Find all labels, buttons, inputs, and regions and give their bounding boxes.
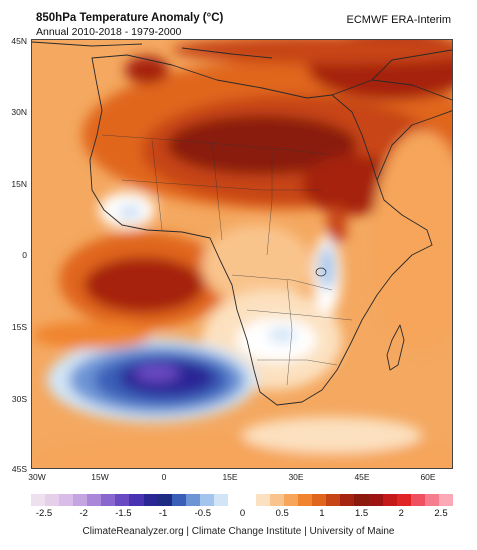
lat-label-45n: 45N xyxy=(11,36,27,46)
colorbar xyxy=(31,494,453,506)
colorbar-swatch xyxy=(185,494,200,506)
colorbar-swatch xyxy=(129,494,144,506)
colorbar-swatch xyxy=(270,494,285,506)
colorbar-tick-label: 2 xyxy=(398,508,404,519)
colorbar-tick-label: 0 xyxy=(239,508,246,519)
colorbar-tick-label: -0.5 xyxy=(194,508,211,519)
colorbar-swatch xyxy=(227,494,242,506)
colorbar-swatch xyxy=(101,494,116,506)
colorbar-swatch xyxy=(368,494,383,506)
lon-label-15w: 15W xyxy=(91,472,109,482)
colorbar-swatch xyxy=(312,494,327,506)
colorbar-swatch xyxy=(298,494,313,506)
data-source-label: ECMWF ERA-Interim xyxy=(346,14,452,26)
lon-label-30e: 30E xyxy=(288,472,304,482)
map-title: 850hPa Temperature Anomaly (°C) xyxy=(36,12,224,24)
anomaly-field xyxy=(32,40,452,468)
colorbar-tick-label: 0.5 xyxy=(275,508,289,519)
colorbar-tick-label: 1.5 xyxy=(354,508,369,519)
colorbar-tick-label: -1 xyxy=(158,508,168,519)
colorbar-swatch xyxy=(157,494,172,506)
colorbar-tick-label: 1 xyxy=(319,508,325,519)
colorbar-swatch xyxy=(424,494,439,506)
colorbar-swatch xyxy=(199,494,214,506)
colorbar-swatch xyxy=(45,494,60,506)
colorbar-swatch xyxy=(171,494,186,506)
colorbar-swatch xyxy=(438,494,453,506)
lat-label-30n: 30N xyxy=(11,107,27,117)
lat-label-0: 0 xyxy=(22,250,27,260)
colorbar-swatch xyxy=(59,494,74,506)
colorbar-tick-label: 2.5 xyxy=(434,508,448,519)
anomaly-map xyxy=(31,39,453,469)
colorbar-swatch xyxy=(382,494,397,506)
colorbar-swatch xyxy=(256,494,271,506)
colorbar-swatch xyxy=(326,494,341,506)
lon-label-15e: 15E xyxy=(222,472,238,482)
lat-label-15s: 15S xyxy=(11,322,27,332)
lat-label-45s: 45S xyxy=(11,464,27,474)
lat-label-30s: 30S xyxy=(11,394,27,404)
colorbar-swatch xyxy=(354,494,369,506)
colorbar-tick-label: -2.5 xyxy=(35,508,53,519)
colorbar-swatch xyxy=(143,494,158,506)
lon-label-30w: 30W xyxy=(28,472,46,482)
colorbar-swatch xyxy=(396,494,411,506)
colorbar-tick-label: -2 xyxy=(79,508,88,519)
colorbar-swatch xyxy=(340,494,355,506)
lon-label-45e: 45E xyxy=(354,472,370,482)
colorbar-swatch xyxy=(87,494,102,506)
colorbar-swatch xyxy=(410,494,425,506)
colorbar-swatch xyxy=(115,494,130,506)
colorbar-swatch xyxy=(241,494,256,506)
colorbar-swatch xyxy=(31,494,46,506)
lon-label-60e: 60E xyxy=(420,472,436,482)
lon-label-0: 0 xyxy=(161,472,167,482)
colorbar-swatch xyxy=(73,494,88,506)
colorbar-tick-label: -1.5 xyxy=(115,508,132,519)
colorbar-swatch xyxy=(284,494,299,506)
lat-label-15n: 15N xyxy=(11,179,27,189)
credit-footer: ClimateReanalyzer.org | Climate Change I… xyxy=(82,526,395,537)
map-subtitle: Annual 2010-2018 - 1979-2000 xyxy=(36,26,182,38)
colorbar-swatch xyxy=(213,494,228,506)
